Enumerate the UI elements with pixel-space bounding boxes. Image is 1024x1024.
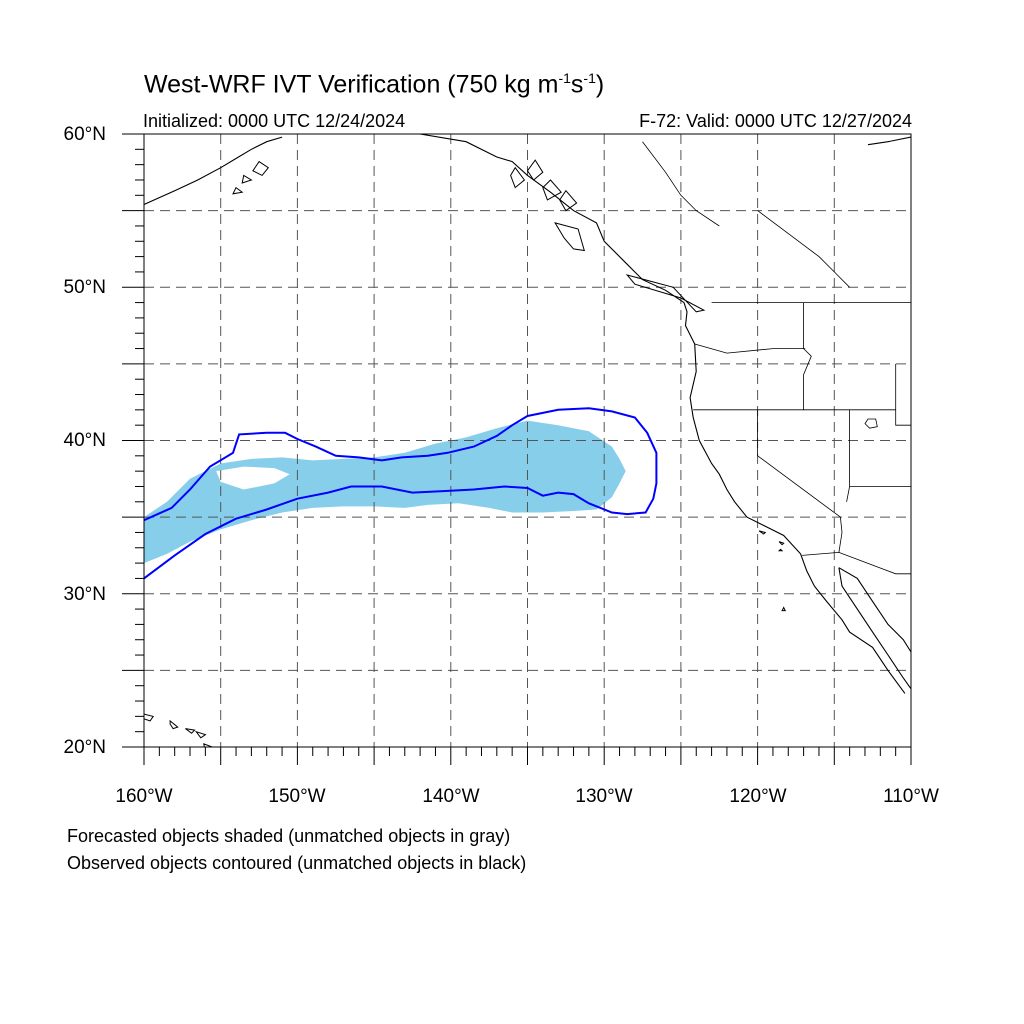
- border-line: [895, 363, 911, 426]
- island: [526, 159, 544, 181]
- title-sup-2: -1: [583, 70, 596, 86]
- coastline: [420, 134, 906, 694]
- border-line: [642, 141, 720, 227]
- lat-label-40n: 40°N: [63, 430, 106, 451]
- lon-label-130w: 130°W: [575, 786, 633, 807]
- subtitle-valid: F-72: Valid: 0000 UTC 12/27/2024: [639, 111, 912, 131]
- border-line: [838, 517, 843, 553]
- island: [777, 548, 784, 552]
- island: [252, 160, 270, 177]
- island: [554, 222, 585, 252]
- lon-label-150w: 150°W: [268, 786, 326, 807]
- lon-label-160w: 160°W: [115, 786, 173, 807]
- title-end: ): [595, 70, 605, 99]
- island: [510, 166, 526, 189]
- border-line: [757, 210, 850, 288]
- border-line: [803, 302, 812, 410]
- chart-title: West-WRF IVT Verification (750 kg m-1s-1…: [144, 70, 604, 99]
- coastline: [144, 136, 283, 206]
- grid-lines: [144, 134, 911, 747]
- title-mid: s: [570, 70, 584, 99]
- island: [232, 186, 244, 195]
- island: [781, 606, 786, 612]
- island: [194, 730, 207, 739]
- lat-label-50n: 50°N: [63, 277, 106, 298]
- geography: [144, 134, 911, 747]
- forecast-object: [144, 420, 626, 564]
- coastline: [867, 136, 911, 146]
- axis-ticks: [122, 133, 912, 765]
- lon-label-110w: 110°W: [883, 786, 939, 807]
- lat-label-60n: 60°N: [63, 124, 106, 145]
- title-sup-1: -1: [558, 70, 571, 86]
- lon-label-120w: 120°W: [729, 786, 787, 807]
- lake: [864, 418, 878, 429]
- subtitle-initialized: Initialized: 0000 UTC 12/24/2024: [143, 111, 406, 131]
- coastline: [838, 567, 911, 690]
- island: [758, 530, 767, 535]
- observed-contour: [144, 407, 658, 580]
- lat-label-20n: 20°N: [63, 737, 106, 758]
- border-line: [757, 409, 841, 518]
- island: [778, 541, 785, 546]
- island: [185, 728, 196, 734]
- lon-label-140w: 140°W: [422, 786, 480, 807]
- plot-frame: [143, 133, 912, 748]
- lat-label-30n: 30°N: [63, 584, 106, 605]
- island: [625, 274, 706, 313]
- island: [144, 713, 155, 722]
- border-line: [846, 409, 850, 502]
- border-line: [802, 551, 911, 575]
- island: [559, 189, 578, 212]
- title-main: West-WRF IVT Verification (750 kg m: [144, 70, 559, 99]
- border-line: [694, 343, 806, 354]
- island: [241, 174, 253, 184]
- note-observed: Observed objects contoured (unmatched ob…: [67, 853, 527, 873]
- coastline: [838, 567, 911, 653]
- note-forecast: Forecasted objects shaded (unmatched obj…: [67, 826, 511, 846]
- island: [542, 179, 562, 201]
- island: [169, 719, 179, 730]
